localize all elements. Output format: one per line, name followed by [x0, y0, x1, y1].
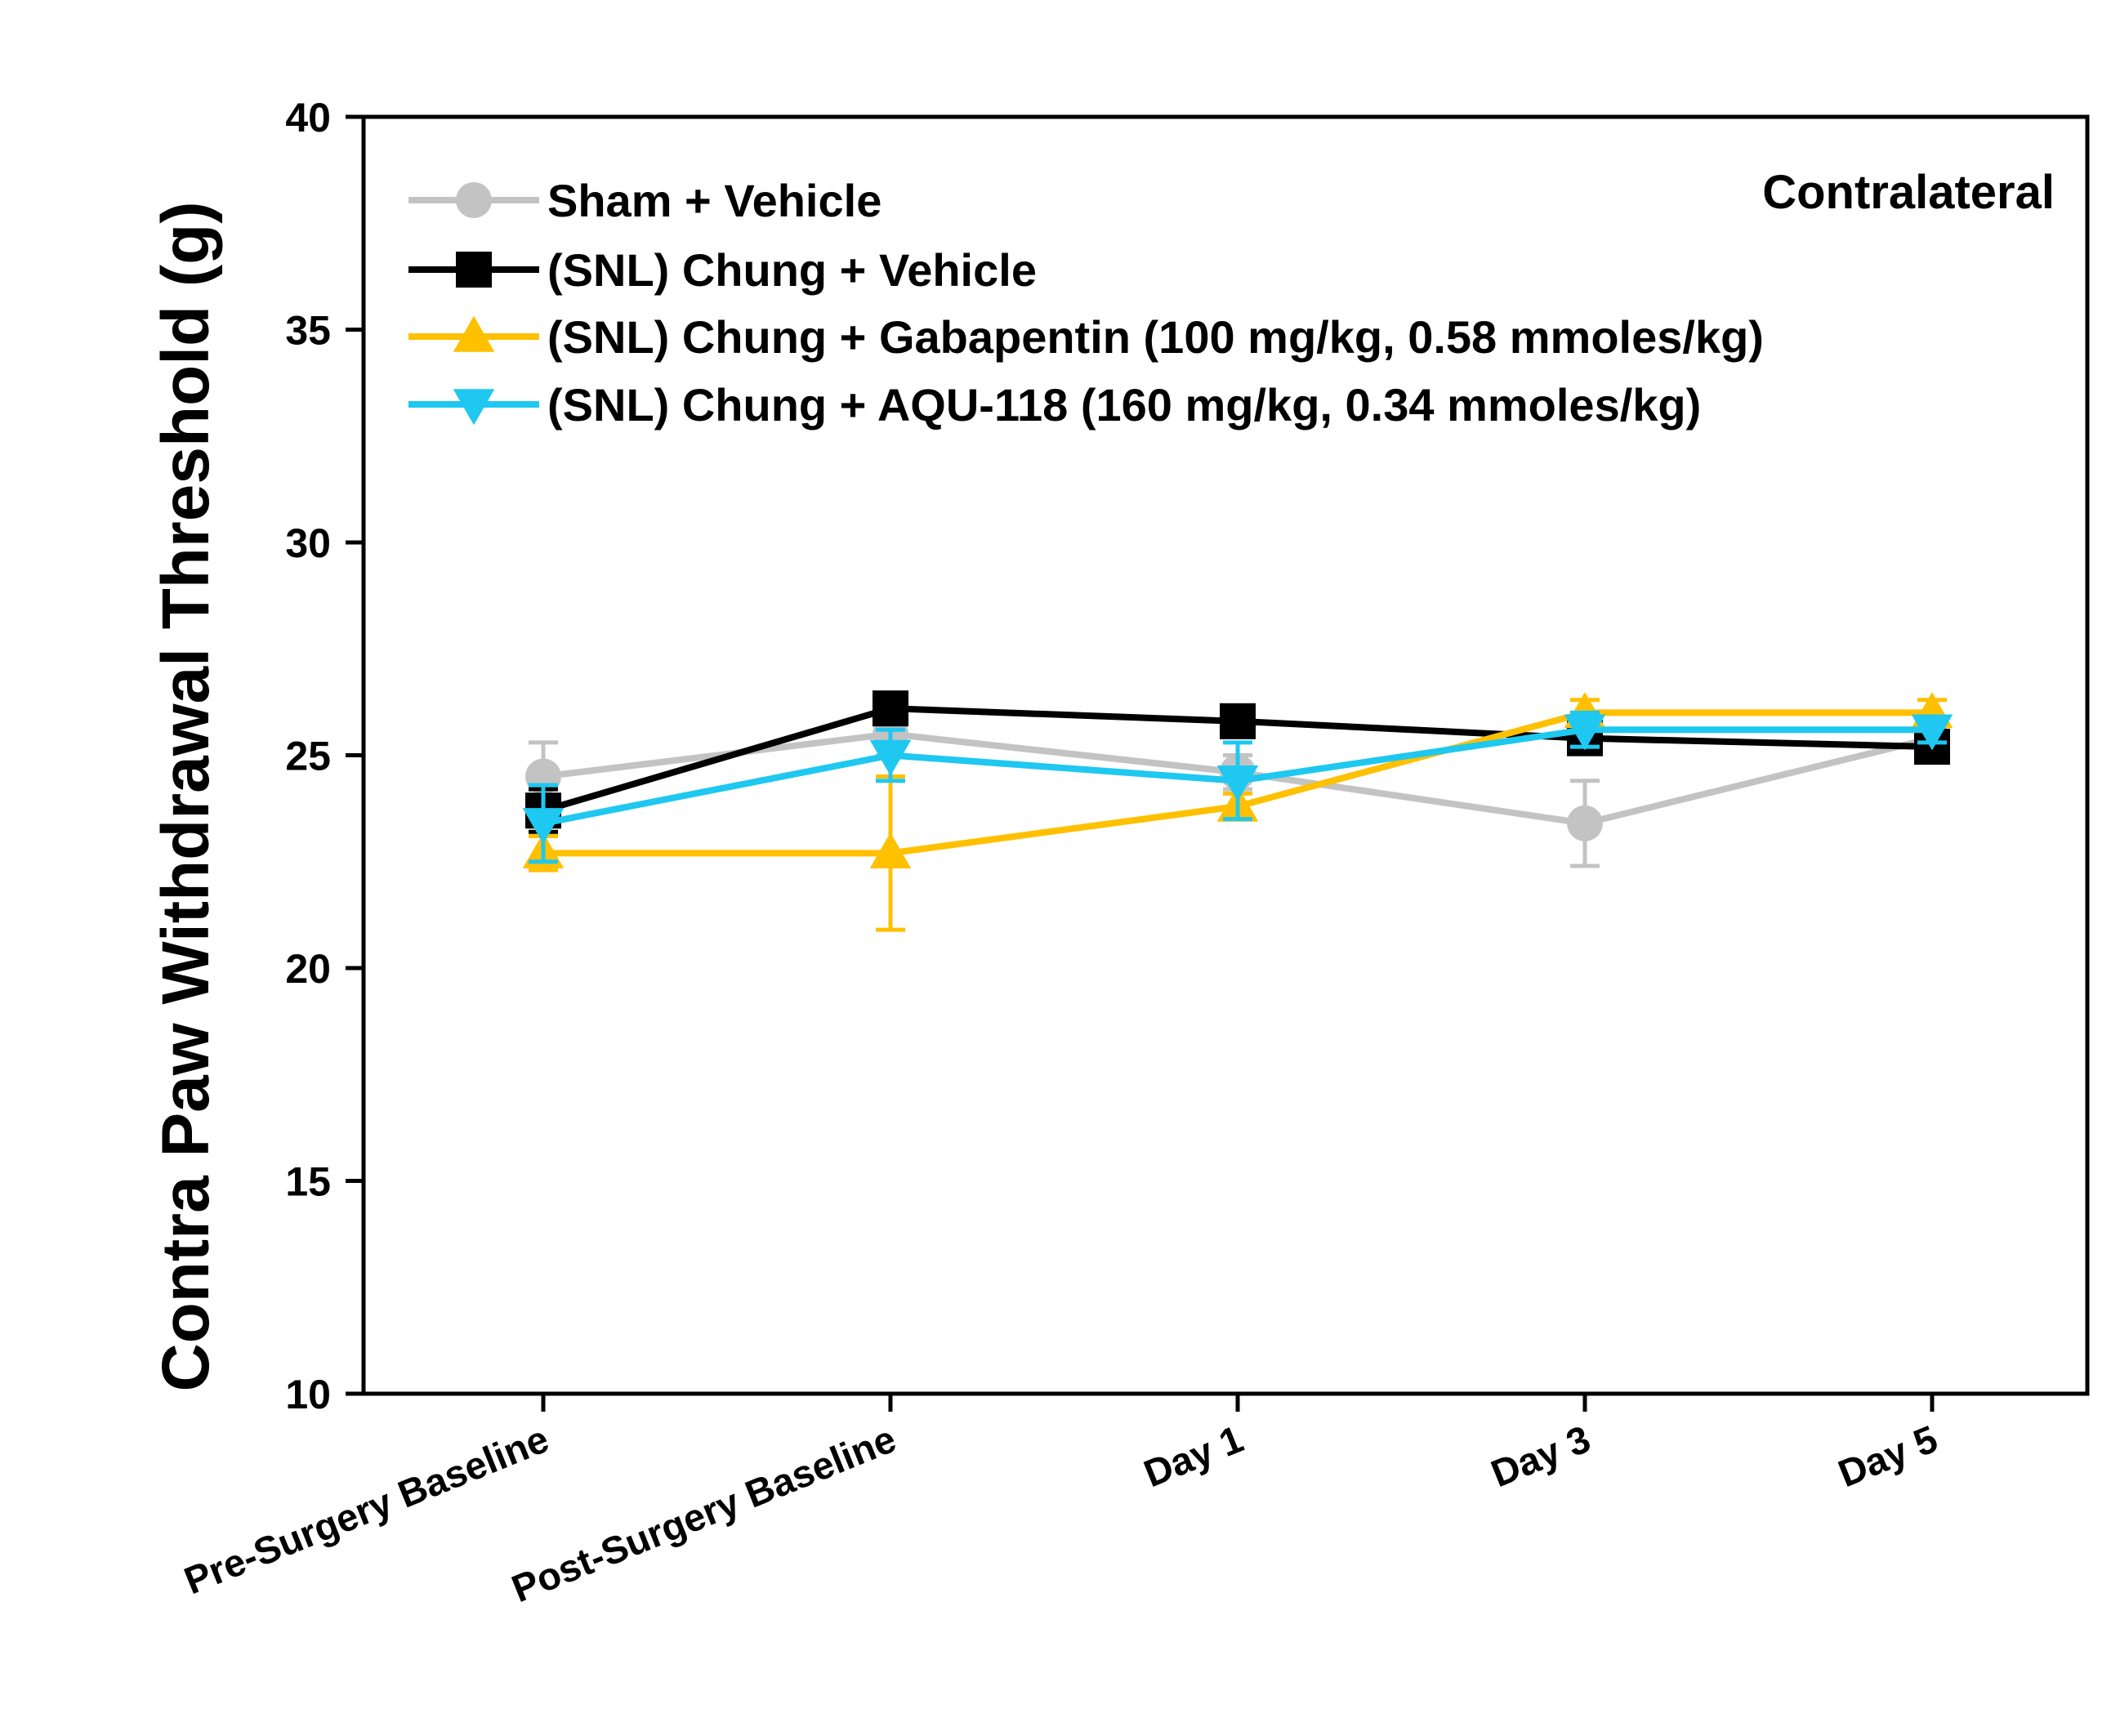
data-point-circle [1567, 805, 1603, 841]
data-point-square [456, 252, 492, 288]
y-tick-label: 25 [285, 734, 331, 779]
legend: Sham + Vehicle (SNL) Chung + Vehicle (SNL)… [408, 175, 1764, 431]
y-tick-label: 40 [285, 95, 331, 141]
data-point-triangle-up [869, 832, 912, 869]
legend-item: Sham + Vehicle [408, 175, 881, 226]
legend-label: (SNL) Chung + Gabapentin (100 mg/kg, 0.5… [547, 311, 1764, 363]
annotation-label: Contralateral [1762, 166, 2055, 219]
x-tick-label: Pre-Surgery Baseline [178, 1417, 555, 1602]
y-tick-label: 30 [285, 520, 331, 566]
legend-item: (SNL) Chung + Vehicle [408, 244, 1037, 296]
legend-item: (SNL) Chung + AQU-118 (160 mg/kg, 0.34 m… [408, 379, 1701, 431]
x-tick-label: Post-Surgery Baseline [506, 1417, 902, 1610]
y-axis-title: Contra Paw Withdrawal Threshold (g) [149, 201, 223, 1391]
data-point-square [1220, 703, 1256, 739]
data-point-triangle-down [522, 808, 565, 845]
x-tick-label: Day 3 [1485, 1417, 1596, 1495]
series-3 [522, 710, 1953, 864]
y-tick-label: 10 [285, 1372, 331, 1417]
x-tick-label: Day 1 [1138, 1417, 1249, 1495]
data-point-triangle-down [1564, 714, 1606, 751]
legend-item: (SNL) Chung + Gabapentin (100 mg/kg, 0.5… [408, 311, 1764, 363]
data-point-triangle-down [1216, 765, 1259, 802]
y-tick-label: 35 [285, 308, 331, 354]
data-point-triangle-up [453, 315, 495, 352]
legend-label: (SNL) Chung + AQU-118 (160 mg/kg, 0.34 m… [547, 379, 1701, 431]
series-layer [522, 690, 1953, 932]
data-point-circle [456, 182, 492, 218]
data-point-triangle-down [453, 389, 495, 426]
x-tick-label: Day 5 [1832, 1417, 1944, 1495]
legend-label: Sham + Vehicle [547, 175, 881, 226]
y-axis: 10 15 20 25 30 35 40 [285, 95, 364, 1417]
data-point-square [873, 690, 908, 727]
legend-label: (SNL) Chung + Vehicle [547, 244, 1037, 296]
data-point-triangle-down [869, 739, 912, 776]
y-tick-label: 15 [285, 1159, 331, 1205]
y-tick-label: 20 [285, 946, 331, 992]
data-point-triangle-down [1911, 714, 1953, 751]
